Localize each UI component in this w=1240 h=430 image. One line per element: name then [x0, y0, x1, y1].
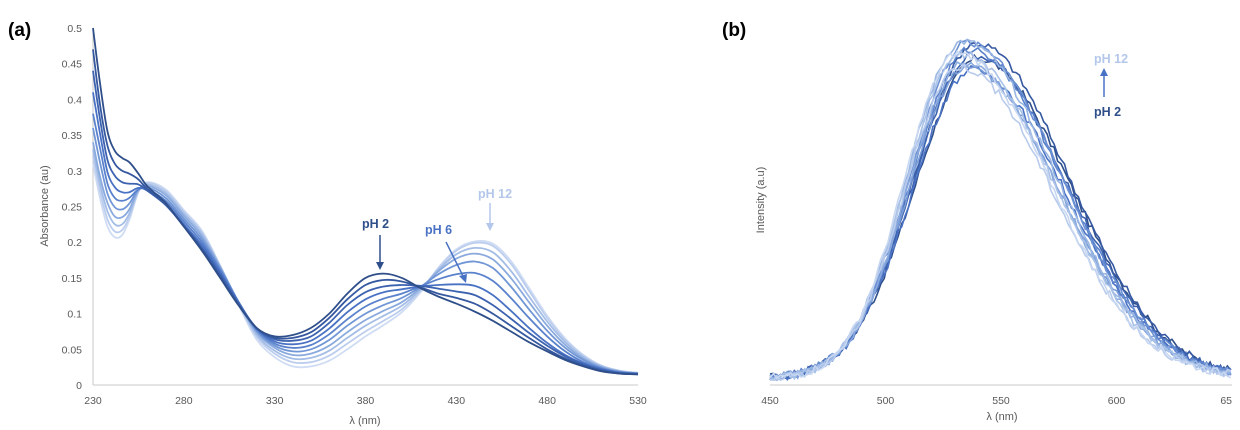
y-tick-label: 0.35	[62, 130, 83, 142]
y-tick-label: 0.45	[62, 59, 83, 71]
annotation-ph2-arrow-head	[376, 262, 384, 270]
emission-series-line	[769, 65, 1232, 382]
x-tick-label: 530	[629, 395, 647, 407]
y-tick-label: 0.5	[67, 23, 82, 35]
x-tick-label-b: 600	[1108, 395, 1126, 407]
absorbance-series-line	[92, 49, 639, 376]
x-tick-label: 430	[448, 395, 466, 407]
absorbance-chart: (a) 0 0.05 0.1 0.15 0.2 0.25 0.3 0.35 0.4 0.45 0.5…	[8, 20, 647, 427]
absorbance-series-line	[92, 142, 639, 375]
y-tick-label: 0.3	[67, 166, 82, 178]
absorbance-series-line	[92, 127, 639, 375]
emission-series-line	[769, 46, 1232, 382]
absorbance-series-line	[92, 27, 639, 376]
emission-series-line	[769, 49, 1232, 380]
y-tick-label: 0.1	[67, 309, 82, 321]
absorbance-series-line	[92, 92, 639, 375]
x-tick-label: 480	[538, 395, 556, 407]
annotation-ph12-a: pH 12	[478, 187, 512, 201]
x-tick-label: 230	[84, 395, 102, 407]
emission-series-line	[770, 49, 1231, 381]
annotation-ph2-b: pH 2	[1094, 105, 1121, 119]
y-tick-label: 0.25	[62, 202, 83, 214]
annotation-ph6-arrow-shaft	[445, 241, 464, 277]
absorbance-series-line	[92, 113, 639, 375]
y-tick-label: 0.05	[62, 344, 83, 356]
x-tick-label-b: 450	[761, 395, 779, 407]
x-tick-label: 280	[175, 395, 193, 407]
x-tick-label-b: 65	[1220, 395, 1232, 407]
annotation-ph2: pH 2	[362, 217, 389, 231]
x-tick-label: 380	[357, 395, 375, 407]
annotation-ph12-a-arrow-head	[486, 223, 494, 231]
annotation-ph-arrow-head	[1100, 68, 1108, 76]
x-tick-label: 330	[266, 395, 284, 407]
absorbance-series-line	[92, 163, 639, 374]
panel-label-b: (b)	[722, 20, 746, 41]
y-tick-label: 0	[76, 380, 82, 392]
annotation-ph6-arrow-head	[459, 274, 467, 283]
emission-series-line	[769, 52, 1232, 380]
y-axis-title: Absorbance (au)	[39, 165, 51, 246]
annotation-ph12-b: pH 12	[1094, 52, 1128, 66]
panel-label-a: (a)	[8, 20, 31, 41]
x-axis-title: λ (nm)	[349, 415, 380, 427]
emission-series-line	[769, 62, 1232, 381]
emission-series-line	[769, 60, 1231, 381]
absorbance-series-line	[92, 70, 639, 375]
x-tick-label-b: 550	[992, 395, 1010, 407]
x-tick-label-b: 500	[877, 395, 895, 407]
annotation-ph6: pH 6	[425, 223, 452, 237]
x-axis-title-b: λ (nm)	[986, 411, 1017, 423]
y-tick-label: 0.15	[62, 273, 83, 285]
emission-chart: (b) 450 500 550 600 65 λ (nm) Intensity (a.u…	[722, 20, 1232, 423]
emission-series-line	[769, 53, 1232, 382]
emission-series-line	[769, 65, 1232, 381]
y-tick-label: 0.4	[67, 94, 82, 106]
y-axis-title-b: Intensity (a.u)	[755, 167, 767, 234]
y-tick-label: 0.2	[67, 237, 82, 249]
